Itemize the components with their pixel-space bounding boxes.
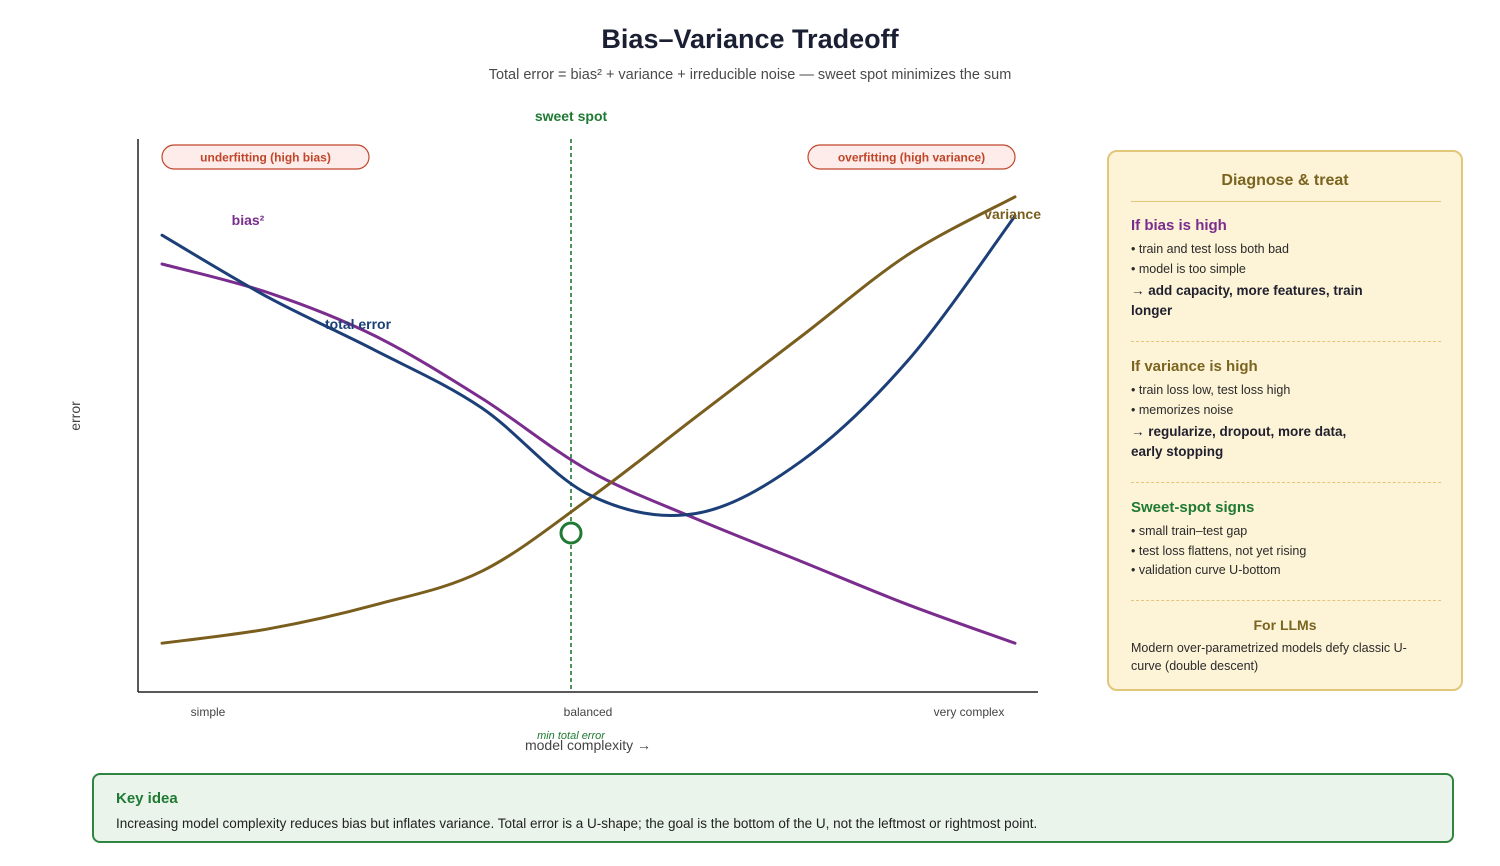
sweet-spot-label: sweet spot	[535, 108, 608, 124]
series-label: total error	[325, 316, 392, 332]
x-tick-label: very complex	[934, 705, 1005, 719]
series-label: bias²	[232, 212, 265, 228]
llm-text: Modern over-parametrized models defy cla…	[1131, 641, 1407, 673]
series-line-variance	[160, 195, 1017, 645]
diagnose-panel: Diagnose & treat If bias is high • train…	[1107, 150, 1463, 691]
x-tick-label: simple	[191, 705, 226, 719]
x-tick-label: balanced	[564, 705, 613, 719]
variance-heading: If variance is high	[1131, 358, 1258, 375]
bias-bullet: • model is too simple	[1131, 262, 1246, 276]
variance-bullet: • train loss low, test loss high	[1131, 383, 1291, 397]
sweet-heading: Sweet-spot signs	[1131, 499, 1255, 516]
sweet-spot-marker	[559, 521, 583, 545]
region-tag-label: underfitting (high bias)	[200, 151, 331, 165]
panel-title: Diagnose & treat	[1221, 172, 1349, 189]
bias-variance-chart: underfitting (high bias) overfitting (hig…	[67, 108, 1041, 753]
panel-divider	[1131, 201, 1441, 202]
series-line-totalerror	[160, 214, 1017, 517]
sweet-bullet: • test loss flattens, not yet rising	[1131, 544, 1307, 558]
x-axis-label: model complexity →	[525, 737, 651, 753]
panel-divider	[1131, 482, 1441, 483]
sweet-bullet: • small train–test gap	[1131, 524, 1248, 538]
llm-heading: For LLMs	[1253, 617, 1317, 633]
panel-divider	[1131, 341, 1441, 342]
key-idea-box: Key idea Increasing model complexity red…	[92, 773, 1454, 843]
key-idea-heading: Key idea	[116, 790, 178, 807]
region-tag-pill	[161, 144, 370, 170]
sweet-bullet: • validation curve U-bottom	[1131, 563, 1281, 577]
variance-bullet: • memorizes noise	[1131, 403, 1234, 417]
page-subtitle: Total error = bias² + variance + irreduc…	[488, 67, 1012, 83]
panel-divider	[1131, 600, 1441, 601]
sweet-spot-sublabel: min total error	[537, 730, 606, 742]
region-tag: underfitting (high bias)	[161, 144, 370, 170]
variance-action: → regularize, dropout, more data, early …	[1131, 424, 1347, 459]
bias-bullet: • train and test loss both bad	[1131, 242, 1289, 256]
region-tag: overfitting (high variance)	[807, 144, 1016, 170]
y-axis-label: error	[67, 401, 83, 431]
region-tag-pill	[807, 144, 1016, 170]
series-label: variance	[984, 206, 1041, 222]
region-tag-label: overfitting (high variance)	[838, 151, 985, 165]
bias-action: → add capacity, more features, train lon…	[1131, 283, 1363, 318]
page-title: Bias–Variance Tradeoff	[601, 24, 899, 54]
bias-heading: If bias is high	[1131, 217, 1227, 234]
key-idea-text: Increasing model complexity reduces bias…	[116, 816, 1038, 831]
series-line-bias	[160, 262, 1017, 645]
